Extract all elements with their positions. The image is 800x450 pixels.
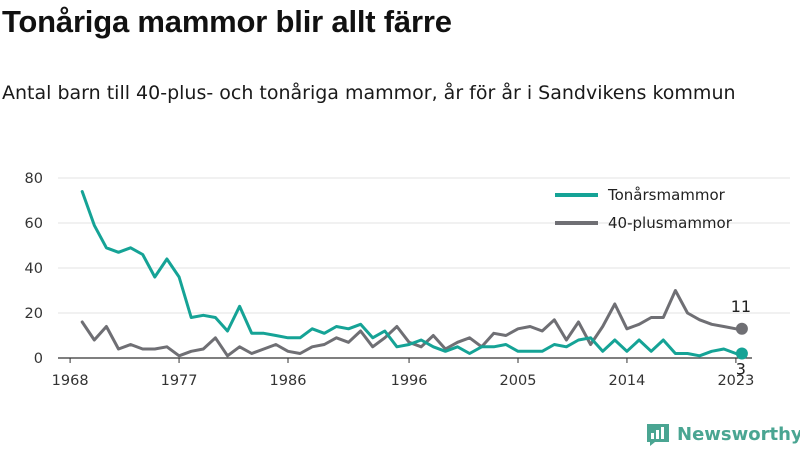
y-tick-label: 20 (25, 306, 43, 322)
endpoint-label: 3 (736, 360, 746, 379)
endpoint-marker (735, 347, 748, 360)
series-line (80, 190, 738, 358)
series-lines (80, 190, 738, 358)
x-tick-label: 1996 (391, 373, 428, 389)
y-tick-label: 60 (25, 216, 43, 232)
endpoint-marker (735, 322, 748, 335)
y-tick-label: 80 (25, 171, 43, 187)
x-tick-label: 2023 (717, 373, 754, 389)
series-endpoints: 3 11 (731, 297, 751, 379)
brand: Newsworthy (645, 420, 800, 448)
gridlines (58, 177, 790, 314)
chart-title: Tonåriga mammor blir allt färre (2, 4, 452, 39)
newsworthy-logo-icon (647, 424, 669, 446)
endpoint-label: 11 (731, 297, 751, 316)
y-tick-label: 0 (34, 351, 43, 367)
x-tick-label: 1977 (161, 373, 198, 389)
x-tick-label: 1968 (52, 373, 89, 389)
x-axis: 1968 1977 1986 1996 2005 2014 2023 (52, 357, 754, 389)
chart-subtitle: Antal barn till 40-plus- och tonåriga ma… (2, 82, 736, 104)
legend: Tonårsmammor 40-plusmammor (555, 186, 733, 232)
y-tick-label: 40 (25, 261, 43, 277)
brand-name: Newsworthy (677, 423, 800, 445)
y-axis: 0 20 40 60 80 (25, 171, 43, 367)
x-tick-label: 2005 (500, 373, 537, 389)
x-tick-label: 1986 (270, 373, 307, 389)
legend-label: 40-plusmammor (608, 214, 733, 232)
legend-label: Tonårsmammor (607, 186, 726, 204)
series-line (80, 289, 738, 358)
x-tick-label: 2014 (608, 373, 645, 389)
